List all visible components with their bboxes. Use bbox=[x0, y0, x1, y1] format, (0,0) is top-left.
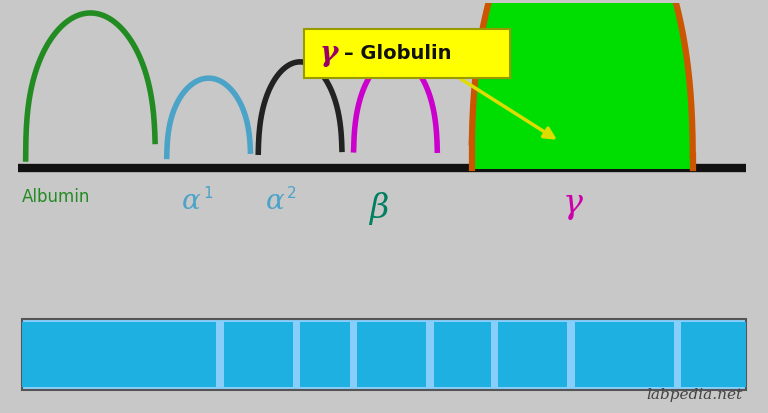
FancyBboxPatch shape bbox=[434, 322, 491, 387]
FancyBboxPatch shape bbox=[304, 29, 510, 78]
FancyBboxPatch shape bbox=[300, 322, 349, 387]
Text: – Globulin: – Globulin bbox=[344, 44, 452, 63]
Text: 1: 1 bbox=[204, 186, 213, 201]
Text: γ: γ bbox=[563, 188, 583, 220]
FancyBboxPatch shape bbox=[22, 318, 746, 390]
Text: labpedia.net: labpedia.net bbox=[646, 388, 743, 402]
Text: γ: γ bbox=[319, 40, 338, 67]
Text: Albumin: Albumin bbox=[22, 188, 90, 206]
Text: α: α bbox=[266, 188, 285, 215]
FancyBboxPatch shape bbox=[144, 322, 217, 387]
FancyBboxPatch shape bbox=[22, 322, 147, 387]
FancyBboxPatch shape bbox=[224, 322, 293, 387]
FancyBboxPatch shape bbox=[681, 322, 746, 387]
Text: β: β bbox=[369, 192, 388, 225]
FancyBboxPatch shape bbox=[498, 322, 567, 387]
Text: 2: 2 bbox=[287, 186, 296, 201]
FancyBboxPatch shape bbox=[357, 322, 426, 387]
FancyBboxPatch shape bbox=[574, 322, 674, 387]
Text: α: α bbox=[182, 188, 200, 215]
